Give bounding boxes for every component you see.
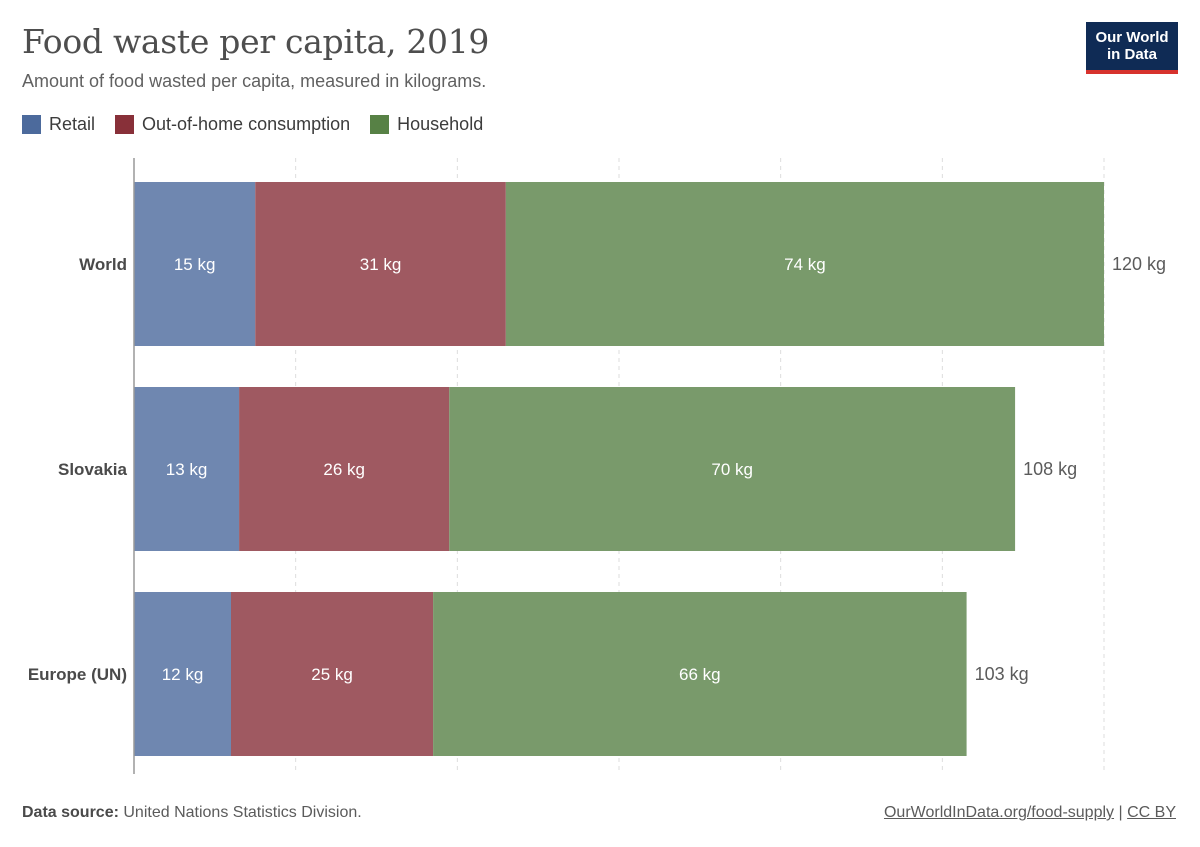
segment-label-slovakia-0: 13 kg: [166, 460, 208, 479]
logo-line-1: Our World: [1095, 29, 1169, 46]
legend-item-retail[interactable]: Retail: [22, 114, 95, 135]
footer-separator: |: [1118, 804, 1123, 821]
bar-segment-europe-un-2[interactable]: [433, 592, 967, 756]
license-link[interactable]: CC BY: [1127, 804, 1176, 821]
footer-links: OurWorldInData.org/food-supply | CC BY: [884, 804, 1176, 822]
bar-segment-world-2[interactable]: [505, 182, 1104, 346]
data-source: Data source: United Nations Statistics D…: [22, 804, 362, 822]
legend-swatch-retail: [22, 115, 41, 134]
logo-line-2: in Data: [1106, 46, 1157, 63]
legend-item-out-of-home[interactable]: Out-of-home consumption: [115, 114, 350, 135]
segment-label-slovakia-1: 26 kg: [323, 460, 365, 479]
segment-label-europe-un-2: 66 kg: [679, 665, 721, 684]
segment-label-world-2: 74 kg: [784, 255, 826, 274]
owid-logo[interactable]: Our World in Data: [1086, 22, 1178, 74]
bar-segment-world-1[interactable]: [255, 182, 506, 346]
legend-swatch-out-of-home: [115, 115, 135, 134]
bar-segment-slovakia-2[interactable]: [449, 387, 1016, 551]
category-label-world: World: [79, 255, 127, 274]
data-source-label: Data source:: [22, 804, 119, 821]
legend-swatch-household: [370, 115, 390, 134]
chart-title: Food waste per capita, 2019: [22, 22, 490, 61]
legend-label-out-of-home: Out-of-home consumption: [142, 114, 351, 134]
source-link[interactable]: OurWorldInData.org/food-supply: [883, 804, 1115, 821]
total-label-world: 120 kg: [1112, 254, 1166, 274]
segment-label-world-0: 15 kg: [174, 255, 216, 274]
segment-label-europe-un-1: 25 kg: [311, 665, 353, 684]
data-source-text: United Nations Statistics Division.: [123, 804, 362, 821]
category-label-slovakia: Slovakia: [58, 460, 128, 479]
bar-segment-slovakia-0[interactable]: [134, 387, 240, 551]
legend-item-household[interactable]: Household: [370, 114, 483, 135]
chart-subtitle: Amount of food wasted per capita, measur…: [22, 71, 487, 91]
legend-label-household: Household: [397, 114, 484, 134]
legend-label-retail: Retail: [49, 114, 96, 134]
bar-segment-slovakia-1[interactable]: [239, 387, 450, 551]
bar-segment-europe-un-1[interactable]: [231, 592, 434, 756]
total-label-europe-un: 103 kg: [975, 664, 1029, 684]
segment-label-world-1: 31 kg: [360, 255, 402, 274]
category-label-europe-un: Europe (UN): [28, 665, 127, 684]
bar-segment-europe-un-0[interactable]: [134, 592, 231, 756]
legend: Retail Out-of-home consumption Household: [22, 114, 503, 135]
segment-label-slovakia-2: 70 kg: [711, 460, 753, 479]
segment-label-europe-un-0: 12 kg: [162, 665, 204, 684]
total-label-slovakia: 108 kg: [1023, 459, 1077, 479]
bar-segment-world-0[interactable]: [134, 182, 256, 346]
